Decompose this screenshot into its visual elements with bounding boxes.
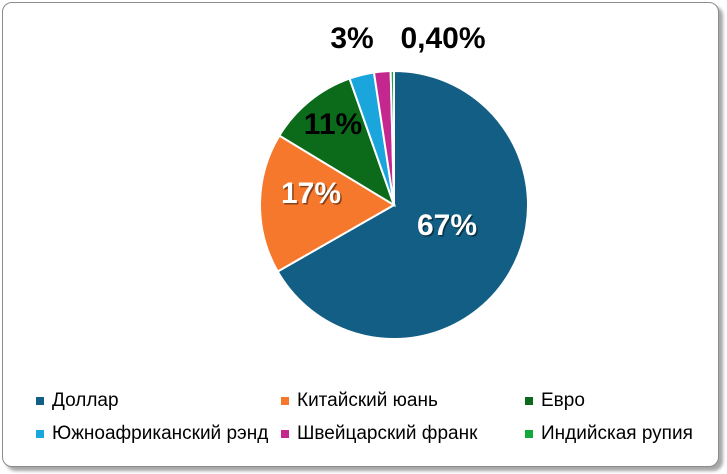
data-label-rupee: 0,40% [400,22,485,55]
legend-swatch-rupee [525,430,533,438]
legend-swatch-euro [525,397,533,405]
legend-label-rand: Южноафриканский рэнд [52,423,269,444]
legend-item-rand: Южноафриканский рэнд [36,423,268,445]
legend-label-euro: Евро [541,390,585,411]
legend-item-franc: Швейцарский франк [281,423,477,445]
legend-swatch-franc [281,430,289,438]
legend-item-dollar: Доллар [36,390,119,412]
legend-label-yuan: Китайский юань [297,390,438,411]
legend-row: Доллар Китайский юань Евро [36,390,716,423]
data-label-euro: 11% [304,108,362,141]
legend-label-dollar: Доллар [52,390,119,411]
pie-slice-dollar [276,69,529,340]
data-label-shadow-dollar: 67% [418,211,478,244]
data-label-yuan: 17% [281,177,341,210]
legend-item-yuan: Китайский юань [281,390,438,412]
pie-slice-yuan [259,134,396,273]
pie-slice-euro [278,77,396,208]
data-label-shadow-yuan: 17% [282,179,342,212]
data-label-rand: 3% [330,22,373,55]
data-label-dollar: 67% [417,209,477,242]
legend-swatch-yuan [281,397,289,405]
legend-swatch-rand [36,430,44,438]
legend-swatch-dollar [36,397,44,405]
legend-label-franc: Швейцарский франк [297,423,478,444]
legend-label-rupee: Индийская рупия [541,423,693,444]
legend-row: Южноафриканский рэнд Швейцарский франк И… [36,423,716,456]
legend-item-euro: Евро [525,390,585,412]
pie-slice-rupee [389,69,395,206]
legend: Доллар Китайский юань Евро Южноафриканск… [36,390,716,456]
legend-item-rupee: Индийская рупия [525,423,693,445]
